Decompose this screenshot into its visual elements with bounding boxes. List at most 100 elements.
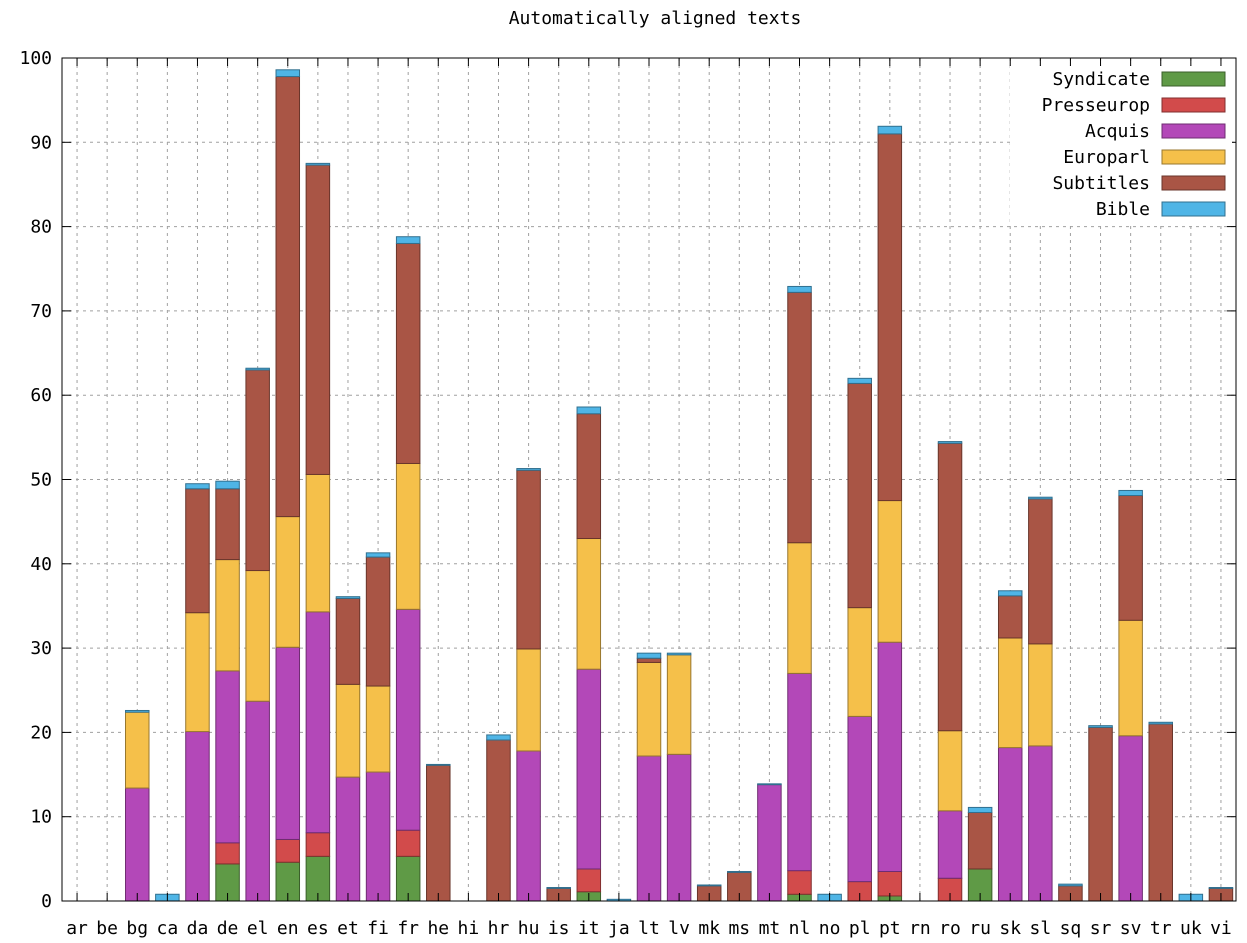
x-tick-label: ja: [608, 918, 630, 939]
bar-segment-acquis-nl: [787, 672, 812, 872]
bar-segment-subtitles-et: [335, 597, 361, 685]
bar-segment-subtitles-fr: [395, 242, 421, 464]
bar-segment-subtitles-lt: [636, 657, 662, 663]
bar-segment-acquis-sl: [1028, 745, 1053, 902]
x-tick-label: lt: [638, 918, 660, 939]
bar-segment-bible-mt: [757, 783, 782, 786]
x-tick-label: bg: [126, 918, 148, 939]
x-tick-label: hr: [488, 918, 510, 939]
bar-segment-bible-da: [185, 483, 210, 490]
x-tick-label: da: [187, 918, 209, 939]
bar-segment-bible-es: [305, 162, 331, 166]
x-tick-label: fr: [397, 918, 419, 939]
bar-segment-presseurop-es: [305, 832, 331, 857]
legend: Syndicate Presseurop Acquis Europarl Subtitl…: [1010, 66, 1232, 224]
bar-segment-acquis-da: [185, 731, 210, 902]
bar-segment-europarl-el: [245, 570, 270, 702]
bar-segment-europarl-et: [335, 683, 361, 778]
x-tick-label: uk: [1180, 918, 1202, 939]
legend-label-europarl: Europarl: [1063, 147, 1150, 168]
bar-segment-subtitles-sk: [997, 595, 1023, 639]
x-tick-label: ro: [939, 918, 961, 939]
bar-segment-bible-en: [275, 69, 301, 78]
bar-segment-acquis-lt: [636, 755, 662, 902]
bar-segment-subtitles-sl: [1028, 498, 1053, 645]
bar-segment-acquis-en: [275, 646, 301, 840]
bar-segment-bible-hu: [516, 468, 541, 471]
bar-segment-bible-bg: [125, 709, 150, 713]
bar-segment-subtitles-tr: [1148, 723, 1173, 902]
x-tick-label: rn: [909, 918, 931, 939]
bar-segment-europarl-sv: [1118, 619, 1143, 737]
bar-segment-acquis-el: [245, 700, 270, 902]
bar-segment-europarl-hu: [516, 648, 541, 752]
bar-segment-bible-sl: [1028, 496, 1053, 500]
x-tick-label: it: [578, 918, 600, 939]
bar-segment-subtitles-ru: [967, 811, 993, 870]
bar-segment-presseurop-nl: [787, 870, 812, 895]
bar-segment-subtitles-es: [305, 164, 331, 475]
bar-segment-europarl-lt: [636, 661, 662, 757]
bar-segment-acquis-fr: [395, 608, 421, 831]
legend-swatch-acquis: [1161, 123, 1226, 139]
bar-segment-bible-lt: [636, 652, 662, 659]
x-tick-label: en: [277, 918, 299, 939]
x-tick-label: es: [307, 918, 329, 939]
bar-segment-bible-sv: [1118, 489, 1143, 497]
bar-segment-europarl-fi: [365, 685, 391, 773]
bar-segment-bible-he: [426, 763, 451, 766]
bar-segment-bible-ru: [967, 806, 993, 813]
bar-segment-bible-is: [546, 887, 571, 889]
legend-swatch-subtitles: [1161, 175, 1226, 191]
plot-border: [61, 57, 1237, 902]
x-tick-label: et: [337, 918, 359, 939]
y-tick-label: 20: [30, 722, 52, 743]
x-tick-label: mt: [759, 918, 781, 939]
x-tick-label: ar: [66, 918, 88, 939]
x-tick-label: ru: [969, 918, 991, 939]
bar-segment-acquis-et: [335, 776, 361, 902]
x-tick-label: tr: [1150, 918, 1172, 939]
bar-segment-subtitles-he: [426, 764, 451, 902]
bar-segment-acquis-sv: [1118, 735, 1143, 902]
y-tick-label: 100: [19, 48, 52, 69]
legend-swatch-syndicate: [1161, 71, 1226, 87]
y-tick-label: 40: [30, 554, 52, 575]
bar-segment-subtitles-hr: [486, 739, 511, 902]
bar-segment-bible-it: [576, 406, 602, 415]
bar-segment-presseurop-it: [576, 868, 602, 893]
y-tick-label: 70: [30, 301, 52, 322]
bar-segment-europarl-pl: [847, 607, 872, 717]
legend-swatch-europarl: [1161, 149, 1226, 165]
y-tick-label: 80: [30, 217, 52, 238]
x-tick-label: hi: [458, 918, 480, 939]
legend-label-subtitles: Subtitles: [1052, 173, 1150, 194]
bar-segment-bible-nl: [787, 285, 812, 293]
x-tick-label: be: [96, 918, 118, 939]
bar-segment-bible-lv: [666, 652, 692, 656]
bar-segment-acquis-mt: [757, 784, 782, 902]
bar-segment-acquis-de: [215, 670, 240, 844]
bar-segment-subtitles-hu: [516, 469, 541, 650]
bar-segment-acquis-fi: [365, 771, 391, 902]
x-tick-label: sr: [1090, 918, 1112, 939]
bar-segment-bible-sq: [1058, 883, 1083, 887]
legend-label-acquis: Acquis: [1085, 121, 1150, 142]
legend-label-syndicate: Syndicate: [1052, 69, 1150, 90]
bar-segment-europarl-nl: [787, 542, 812, 674]
x-tick-label: lv: [668, 918, 690, 939]
x-tick-label: pt: [879, 918, 901, 939]
x-tick-label: sv: [1120, 918, 1142, 939]
bar-segment-europarl-bg: [125, 711, 150, 789]
bar-segment-presseurop-de: [215, 842, 240, 865]
bar-segment-presseurop-pt: [877, 870, 903, 897]
legend-label-presseurop: Presseurop: [1042, 95, 1150, 116]
y-tick-label: 90: [30, 132, 52, 153]
x-tick-label: pl: [849, 918, 871, 939]
bar-segment-europarl-it: [576, 538, 602, 670]
bar-segment-subtitles-sv: [1118, 495, 1143, 621]
bar-segment-bible-sk: [997, 590, 1023, 597]
x-tick-label: de: [217, 918, 239, 939]
axes: 0 10 20 30 40 50 60 70 80 90 100 ar be bg ca da de el en es…: [19, 48, 1237, 939]
